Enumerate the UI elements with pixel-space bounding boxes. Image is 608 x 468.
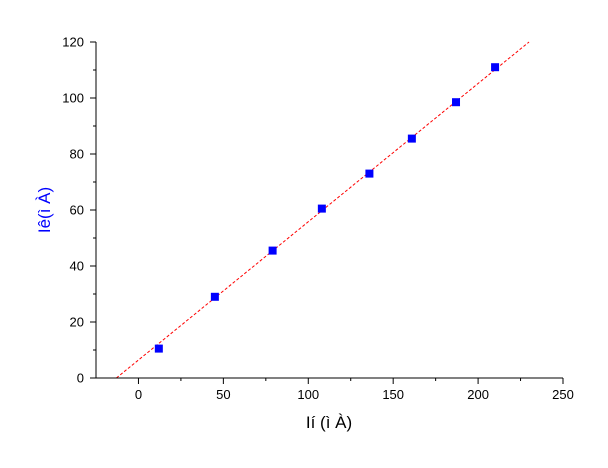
y-tick-label: 0 [77, 371, 84, 386]
y-tick-label: 80 [70, 147, 84, 162]
x-tick-label: 200 [467, 387, 489, 402]
y-tick-label: 100 [62, 91, 84, 106]
x-tick-label: 150 [382, 387, 404, 402]
x-tick-label: 250 [552, 387, 574, 402]
data-point [154, 344, 163, 353]
x-tick-label: 0 [135, 387, 142, 402]
x-tick-label: 50 [216, 387, 230, 402]
data-point [491, 63, 500, 72]
data-point [210, 292, 219, 301]
data-point [407, 134, 416, 143]
y-axis-title: Iê(ì À) [35, 187, 54, 233]
ticks: 0 50 100 150 200 250 0 20 40 60 80 100 120 [62, 35, 574, 403]
y-tick-label: 60 [70, 203, 84, 218]
data-point [317, 204, 326, 213]
data-points [154, 63, 500, 353]
data-point [452, 98, 461, 107]
y-tick-label: 20 [70, 315, 84, 330]
x-tick-label: 100 [297, 387, 319, 402]
axes [95, 42, 563, 379]
y-tick-label: 120 [62, 35, 84, 50]
x-axis-title: Ií (ì À) [306, 413, 352, 432]
y-tick-label: 40 [70, 259, 84, 274]
data-point [268, 246, 277, 255]
data-point [365, 169, 374, 178]
